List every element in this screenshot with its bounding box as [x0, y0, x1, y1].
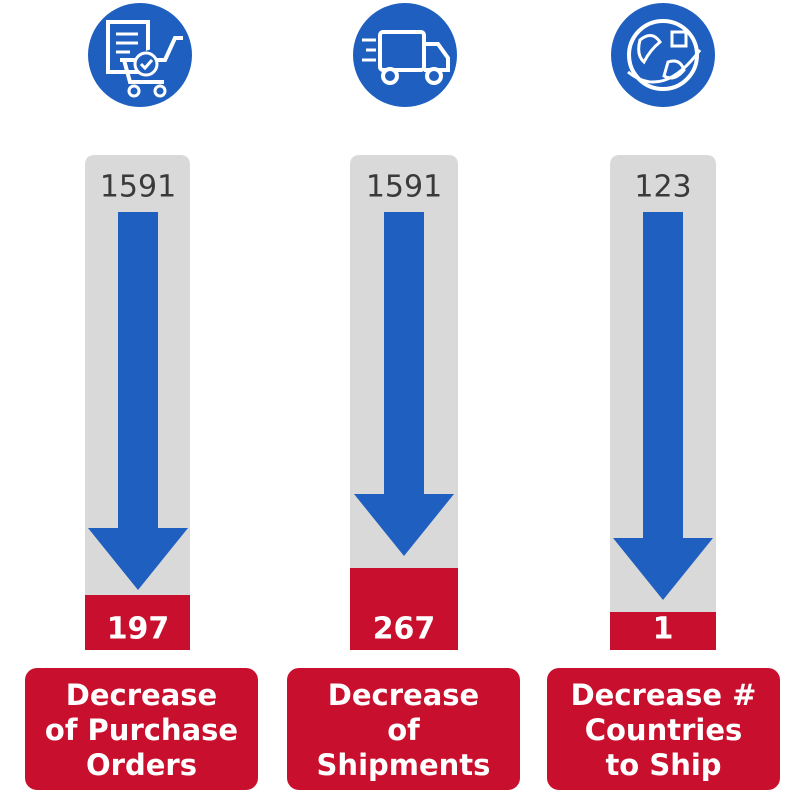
label-line: Decrease [66, 678, 217, 712]
icon-globe [611, 3, 715, 107]
before-value: 123 [634, 170, 691, 205]
label-box [547, 668, 780, 790]
icon-purchase-order [88, 3, 192, 107]
down-arrow [88, 212, 188, 590]
red-bar [85, 595, 190, 650]
label-line: Decrease # [571, 678, 757, 712]
after-value: 197 [107, 612, 170, 647]
label-line: of Purchase [45, 713, 238, 747]
after-value: 267 [373, 612, 436, 647]
label-box [25, 668, 258, 790]
after-value: 1 [653, 612, 674, 647]
red-bar [350, 568, 458, 650]
label-line: Countries [585, 713, 743, 747]
label-line: Decrease [328, 678, 479, 712]
down-arrow [613, 212, 713, 600]
before-value: 1591 [100, 170, 176, 205]
before-value: 1591 [366, 170, 442, 205]
label-line: of [387, 713, 420, 747]
label-line: to Ship [605, 748, 721, 782]
red-bar [610, 612, 716, 650]
label-line: Orders [86, 748, 197, 782]
label-line: Shipments [317, 748, 491, 782]
label-box [287, 668, 520, 790]
icon-truck [353, 3, 457, 107]
down-arrow [354, 212, 454, 556]
